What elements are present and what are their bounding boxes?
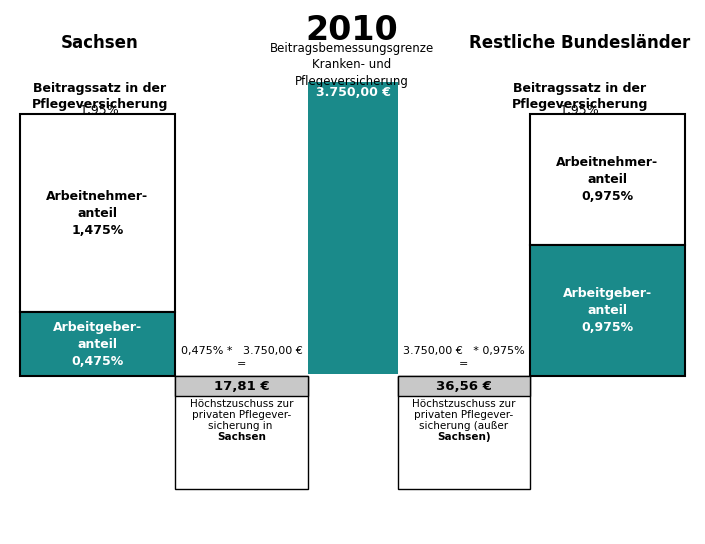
Text: 2010: 2010 bbox=[306, 14, 398, 47]
Text: 1,95%: 1,95% bbox=[560, 104, 600, 117]
Bar bbox=[530, 245, 685, 376]
Text: Beitragssatz in der
Pflegeversicherung: Beitragssatz in der Pflegeversicherung bbox=[32, 82, 168, 111]
Text: Sachsen: Sachsen bbox=[61, 34, 139, 52]
Text: privaten Pflegever-: privaten Pflegever- bbox=[192, 410, 291, 420]
Bar bbox=[175, 376, 308, 489]
Text: Arbeitgeber-
anteil
0,975%: Arbeitgeber- anteil 0,975% bbox=[563, 287, 652, 334]
Text: 1,95%: 1,95% bbox=[80, 104, 120, 117]
Text: 3.750,00 €: 3.750,00 € bbox=[316, 86, 391, 99]
Text: Sachsen: Sachsen bbox=[217, 432, 266, 442]
Text: sicherung in: sicherung in bbox=[208, 421, 276, 431]
Text: Höchstzuschuss zur: Höchstzuschuss zur bbox=[190, 399, 293, 409]
Text: =: = bbox=[237, 359, 246, 369]
Text: Restliche Bundesländer: Restliche Bundesländer bbox=[470, 34, 691, 52]
Text: Arbeitgeber-
anteil
0,475%: Arbeitgeber- anteil 0,475% bbox=[53, 320, 142, 368]
Text: Beitragsbemessungsgrenze
Kranken- und
Pflegeversicherung: Beitragsbemessungsgrenze Kranken- und Pf… bbox=[270, 42, 434, 88]
Text: =: = bbox=[460, 359, 469, 369]
Bar bbox=[308, 82, 398, 374]
Text: 17,81 €: 17,81 € bbox=[214, 380, 269, 393]
Bar bbox=[175, 376, 308, 396]
Text: Arbeitnehmer-
anteil
0,975%: Arbeitnehmer- anteil 0,975% bbox=[556, 156, 658, 203]
Bar bbox=[398, 376, 530, 489]
Text: Arbeitnehmer-
anteil
1,475%: Arbeitnehmer- anteil 1,475% bbox=[47, 189, 149, 237]
Text: 0,475% *   3.750,00 €: 0,475% * 3.750,00 € bbox=[180, 346, 302, 356]
Text: Höchstzuschuss zur: Höchstzuschuss zur bbox=[412, 399, 516, 409]
Bar bbox=[20, 312, 175, 376]
Bar bbox=[20, 114, 175, 312]
Text: 36,56 €: 36,56 € bbox=[436, 380, 492, 393]
Text: Beitragssatz in der
Pflegeversicherung: Beitragssatz in der Pflegeversicherung bbox=[512, 82, 648, 111]
Text: 3.750,00 €   * 0,975%: 3.750,00 € * 0,975% bbox=[403, 346, 525, 356]
Bar bbox=[398, 376, 530, 396]
Bar bbox=[530, 114, 685, 245]
Text: Sachsen): Sachsen) bbox=[437, 432, 491, 442]
Text: privaten Pflegever-: privaten Pflegever- bbox=[415, 410, 514, 420]
Text: sicherung (außer: sicherung (außer bbox=[419, 421, 508, 431]
